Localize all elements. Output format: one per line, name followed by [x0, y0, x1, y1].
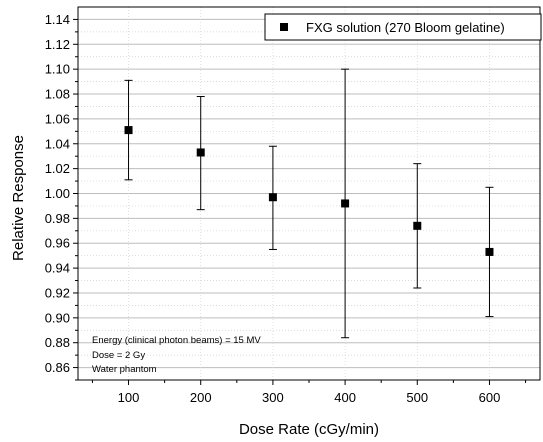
data-point: [341, 199, 350, 208]
y-tick-label: 0.86: [45, 360, 70, 375]
y-tick-label: 1.08: [45, 87, 70, 102]
axis-ticks: 0.86 0.88 0.90 0.92 0.94 0.96 0.98 1.00 1.02 1.04…: [45, 12, 527, 405]
x-tick-label: 600: [479, 390, 501, 405]
annotation-phantom: Water phantom: [92, 364, 157, 375]
y-tick-label: 1.12: [45, 37, 70, 52]
data-point: [413, 221, 422, 230]
x-axis-title: Dose Rate (cGy/min): [239, 421, 379, 438]
grid-lines: [78, 7, 540, 380]
x-tick-label: 400: [334, 390, 356, 405]
y-tick-label: 0.94: [45, 261, 70, 276]
y-tick-label: 1.02: [45, 161, 70, 176]
y-tick-label: 0.96: [45, 236, 70, 251]
annotation-dose: Dose = 2 Gy: [92, 350, 145, 361]
y-tick-label: 1.10: [45, 62, 70, 77]
legend-box: [264, 13, 542, 41]
data-point: [485, 247, 494, 256]
y-tick-label: 1.00: [45, 186, 70, 201]
data-point: [268, 193, 277, 202]
y-tick-label: 1.06: [45, 111, 70, 126]
data-point: [196, 148, 205, 157]
x-tick-label: 200: [190, 390, 212, 405]
data-point: [124, 126, 133, 135]
annotations: Energy (clinical photon beams) = 15 MV D…: [92, 335, 261, 375]
legend-marker: [280, 23, 288, 31]
y-tick-label: 0.92: [45, 285, 70, 300]
annotation-energy: Energy (clinical photon beams) = 15 MV: [92, 335, 261, 346]
data-points: [124, 126, 494, 256]
y-axis-title: Relative Response: [10, 135, 27, 261]
x-tick-label: 300: [262, 390, 284, 405]
error-bars: [124, 68, 494, 339]
y-tick-label: 0.90: [45, 310, 70, 325]
y-tick-label: 1.04: [45, 136, 70, 151]
y-tick-label: 0.88: [45, 335, 70, 350]
y-tick-label: 0.98: [45, 211, 70, 226]
legend: FXG solution (270 Bloom gelatine): [264, 13, 542, 41]
y-tick-label: 1.14: [45, 12, 70, 27]
legend-label: FXG solution (270 Bloom gelatine): [306, 20, 505, 35]
x-tick-label: 100: [118, 390, 140, 405]
x-tick-label: 500: [406, 390, 428, 405]
